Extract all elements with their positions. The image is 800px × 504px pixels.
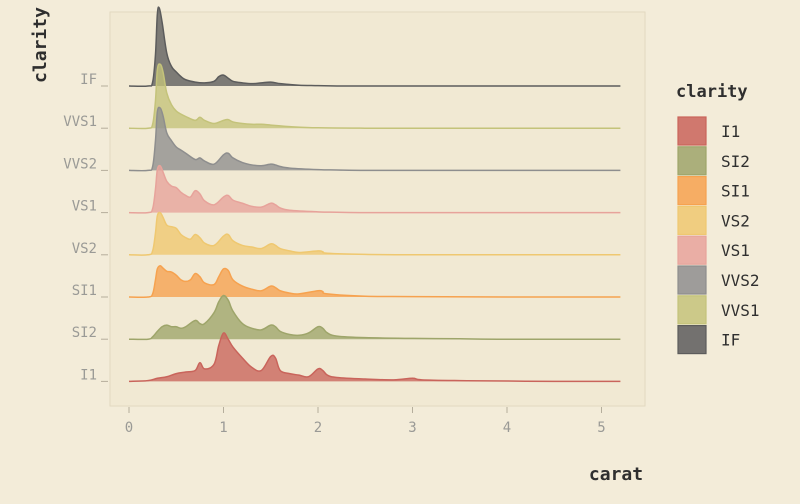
ridge-line-si2: [128, 294, 621, 341]
legend-label: SI2: [721, 152, 750, 171]
ridge-vs1: [128, 164, 621, 214]
legend-item-if: IF: [677, 325, 740, 355]
legend-label: IF: [721, 331, 740, 350]
ridge-vvs1: [128, 63, 621, 130]
ridge-i1: [128, 332, 621, 383]
ridge-si1: [128, 265, 621, 298]
legend-label: VVS1: [721, 301, 760, 320]
ridge-fill-vs1: [129, 165, 621, 213]
ridge-line-vvs2: [128, 106, 621, 172]
legend-item-si1: SI1: [677, 176, 750, 206]
y-ticks: IF VVS1 VVS2 VS1 VS2 SI1 SI2 I1: [63, 72, 108, 383]
legend-item-vvs1: VVS1: [677, 295, 760, 325]
y-axis-label: clarity: [30, 7, 51, 83]
legend-item-vs1: VS1: [677, 235, 750, 265]
y-tick-label: SI2: [72, 325, 97, 341]
x-ticks: 0 1 2 3 4 5: [125, 407, 606, 436]
y-tick-label: VVS2: [63, 156, 97, 172]
ridge-line-vvs1: [128, 63, 621, 130]
x-tick-label: 2: [314, 420, 322, 436]
legend-title: clarity: [676, 82, 748, 102]
legend-label: VS2: [721, 211, 750, 230]
ridge-line-si1: [128, 265, 621, 298]
y-tick-label: I1: [80, 367, 97, 383]
legend-label: I1: [721, 122, 740, 141]
legend-swatch: [677, 325, 707, 355]
ridge-fill-vs2: [129, 212, 621, 256]
legend: clarity I1 SI2 SI1 VS2 VS1 VVS2 VVS1 IF: [676, 82, 760, 355]
legend-item-si2: SI2: [677, 146, 750, 176]
legend-swatch: [677, 205, 707, 235]
x-tick-label: 3: [408, 420, 416, 436]
ridge-line-if: [128, 6, 621, 88]
ridge-line-vs2: [128, 211, 621, 256]
legend-item-vvs2: VVS2: [677, 265, 760, 295]
ridge-vvs2: [128, 106, 621, 172]
ridge-si2: [128, 294, 621, 341]
y-tick-label: SI1: [72, 283, 97, 299]
legend-label: SI1: [721, 182, 750, 201]
ridge-fill-vvs2: [129, 107, 621, 171]
legend-swatch: [677, 295, 707, 325]
x-axis-label: carat: [589, 464, 643, 485]
legend-swatch: [677, 176, 707, 206]
x-tick-label: 5: [597, 420, 605, 436]
x-tick-label: 4: [503, 420, 511, 436]
x-tick-label: 1: [219, 420, 227, 436]
y-tick-label: IF: [80, 72, 97, 88]
y-tick-label: VS2: [72, 241, 97, 257]
legend-swatch: [677, 116, 707, 146]
y-tick-label: VS1: [72, 199, 97, 215]
legend-item-i1: I1: [677, 116, 740, 146]
ridge-line-i1: [128, 332, 621, 383]
ridge-fill-vvs1: [129, 63, 621, 129]
legend-swatch: [677, 235, 707, 265]
ridge-if: [128, 6, 621, 88]
ridge-vs2: [128, 211, 621, 256]
ridge-fill-i1: [129, 332, 621, 382]
legend-label: VVS2: [721, 271, 760, 290]
ridges-layer: [128, 6, 621, 383]
legend-swatch: [677, 146, 707, 176]
ridge-fill-if: [129, 7, 621, 87]
y-tick-label: VVS1: [63, 114, 97, 130]
legend-label: VS1: [721, 241, 750, 260]
legend-items: I1 SI2 SI1 VS2 VS1 VVS2 VVS1 IF: [677, 116, 760, 355]
ridge-line-vs1: [128, 164, 621, 214]
legend-swatch: [677, 265, 707, 295]
x-tick-label: 0: [125, 420, 133, 436]
legend-item-vs2: VS2: [677, 205, 750, 235]
